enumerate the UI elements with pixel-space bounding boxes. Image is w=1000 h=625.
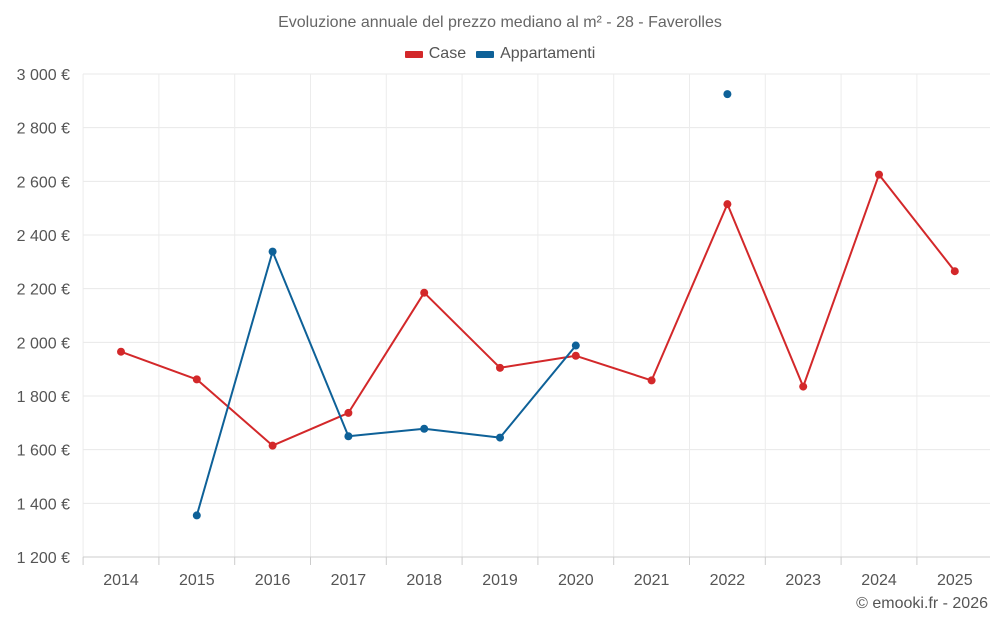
x-tick-label: 2023 bbox=[785, 572, 821, 589]
y-tick-label: 1 800 € bbox=[17, 389, 70, 406]
series-line-appartamenti bbox=[195, 250, 577, 516]
x-tick-label: 2020 bbox=[558, 572, 594, 589]
data-point-appartamenti bbox=[268, 247, 277, 256]
x-tick-label: 2021 bbox=[634, 572, 670, 589]
y-tick-label: 2 400 € bbox=[17, 228, 70, 245]
data-point-case bbox=[496, 363, 504, 372]
data-point-case bbox=[723, 200, 732, 209]
data-point-case bbox=[192, 375, 201, 384]
x-tick-label: 2015 bbox=[179, 572, 215, 589]
x-tick-label: 2019 bbox=[482, 572, 518, 589]
legend-item-case[interactable]: Case bbox=[404, 45, 467, 63]
y-tick-label: 1 400 € bbox=[17, 496, 70, 513]
y-tick-label: 2 800 € bbox=[17, 121, 70, 138]
legend: Case Appartamenti bbox=[0, 45, 1000, 63]
series-line-case bbox=[120, 173, 956, 447]
credit-text: © emooki.fr - 2026 bbox=[856, 595, 988, 612]
data-point-appartamenti bbox=[420, 424, 429, 433]
y-tick-label: 1 600 € bbox=[17, 443, 70, 460]
data-point-case bbox=[571, 351, 580, 360]
x-tick-label: 2024 bbox=[861, 572, 897, 589]
data-point-appartamenti bbox=[571, 341, 580, 350]
data-point-case bbox=[647, 376, 656, 385]
chart-title: Evoluzione annuale del prezzo mediano al… bbox=[278, 14, 722, 31]
y-tick-label: 2 200 € bbox=[17, 282, 70, 299]
y-tick-label: 1 200 € bbox=[17, 550, 70, 567]
data-point-case bbox=[344, 408, 353, 417]
legend-label-appartamenti: Appartamenti bbox=[500, 45, 596, 62]
data-point-case bbox=[268, 441, 277, 450]
x-tick-label: 2025 bbox=[937, 572, 973, 589]
data-point-case bbox=[875, 170, 883, 179]
y-tick-label: 2 000 € bbox=[17, 335, 70, 352]
data-point-case bbox=[799, 382, 808, 391]
data-point-case bbox=[420, 288, 429, 297]
y-tick-label: 2 600 € bbox=[17, 174, 70, 191]
x-tick-label: 2022 bbox=[710, 572, 746, 589]
x-tick-label: 2016 bbox=[255, 572, 291, 589]
x-tick-label: 2018 bbox=[406, 572, 442, 589]
x-tick-label: 2017 bbox=[331, 572, 367, 589]
data-point-case bbox=[117, 347, 125, 356]
data-point-appartamenti bbox=[192, 511, 201, 520]
data-point-appartamenti bbox=[496, 433, 504, 442]
y-tick-label: 3 000 € bbox=[17, 67, 70, 84]
legend-swatch-appartamenti bbox=[476, 50, 495, 58]
legend-swatch-case bbox=[404, 50, 423, 58]
data-point-case bbox=[950, 267, 959, 276]
legend-label-case: Case bbox=[428, 45, 467, 62]
data-point-appartamenti bbox=[723, 90, 732, 99]
data-point-appartamenti bbox=[344, 432, 353, 441]
legend-item-appartamenti[interactable]: Appartamenti bbox=[476, 45, 595, 63]
x-tick-label: 2014 bbox=[103, 572, 139, 589]
